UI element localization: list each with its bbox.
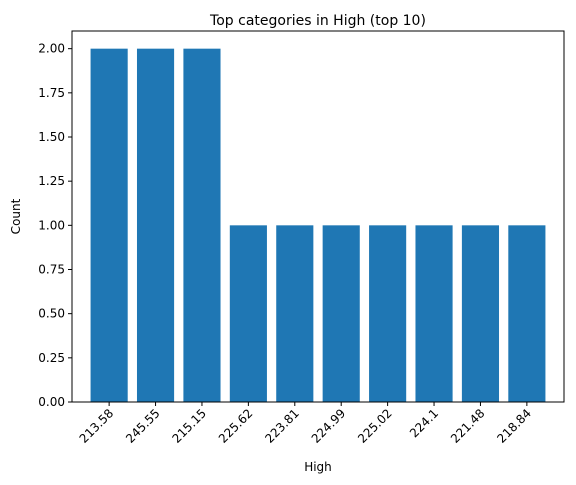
bar-225.02 [369, 225, 407, 402]
bar-218.84 [508, 225, 546, 402]
y-axis-title: Count [9, 198, 23, 234]
y-tick-label: 1.00 [38, 218, 65, 232]
chart-title: Top categories in High (top 10) [209, 13, 426, 29]
x-axis-title: High [304, 460, 332, 474]
y-tick-label: 1.25 [38, 174, 65, 188]
bar-221.48 [461, 225, 500, 402]
y-axis: 0.00 0.25 0.50 0.75 1.00 1.25 1.50 1.75 2.00 [38, 42, 72, 409]
bar-223.81 [276, 225, 314, 402]
plot-frame [71, 30, 565, 403]
y-tick-label: 1.50 [38, 130, 65, 144]
bars-group [90, 48, 546, 403]
y-tick-label: 2.00 [38, 42, 65, 56]
y-tick-label: 0.75 [38, 263, 65, 277]
y-tick-label: 0.25 [38, 351, 65, 365]
bar-224.99 [322, 225, 360, 402]
y-tick-label: 0.00 [38, 395, 65, 409]
bar-213.58 [90, 48, 128, 403]
bar-245.55 [136, 48, 175, 403]
bar-224.1 [415, 225, 453, 402]
bar-215.15 [183, 48, 221, 403]
y-tick-label: 1.75 [38, 86, 65, 100]
y-tick-label: 0.50 [38, 307, 65, 321]
bar-225.62 [229, 225, 267, 402]
